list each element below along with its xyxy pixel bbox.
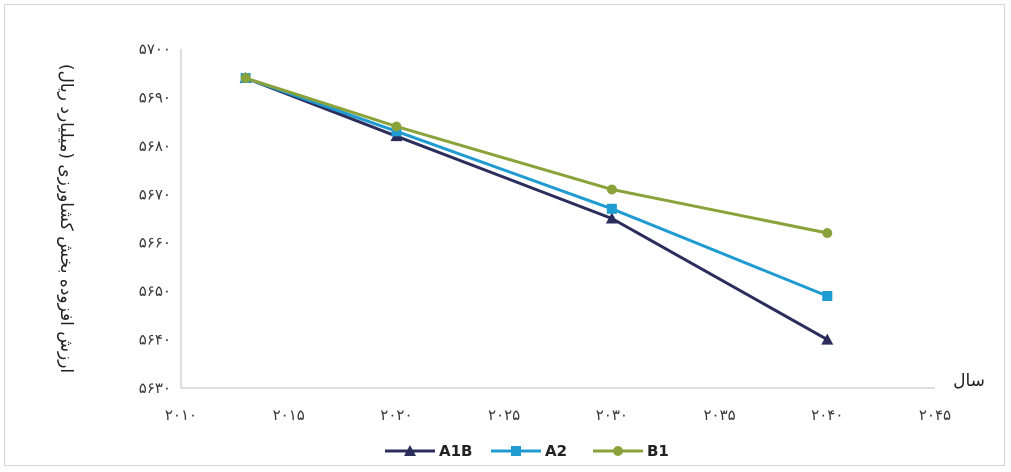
x-tick-label: ۲۰۳۰ xyxy=(596,406,628,424)
y-axis-title: ارزش افزوده بخش کشاورزی (میلیارد ریال) xyxy=(56,64,76,373)
x-tick-label: ۲۰۳۵ xyxy=(703,406,735,424)
x-axis-title: سال xyxy=(953,371,985,391)
y-tick-label: ۵۶۴۰ xyxy=(139,331,171,349)
data-point xyxy=(606,184,617,195)
data-point xyxy=(511,446,521,456)
y-tick-label: ۵۶۸۰ xyxy=(139,137,171,155)
data-point xyxy=(605,212,618,224)
data-point xyxy=(391,121,402,132)
series-layer xyxy=(239,72,834,345)
chart-axes xyxy=(180,49,935,389)
x-tick-label: ۲۰۴۵ xyxy=(919,406,951,424)
series-b1 xyxy=(240,73,833,239)
data-point xyxy=(822,228,833,239)
legend-item-a1b: A1B xyxy=(385,442,472,460)
legend-label: A1B xyxy=(439,442,472,460)
chart-frame: ۵۶۳۰ ۵۶۴۰ ۵۶۵۰ ۵۶۶۰ ۵۶۷۰ ۵۶۸۰ ۵۶۹۰ ۵۷۰۰ ۲۰۱۰ ۲۰۱… xyxy=(4,4,1005,466)
x-tick-label: ۲۰۴۰ xyxy=(811,406,843,424)
y-tick-label: ۵۶۶۰ xyxy=(139,234,171,252)
x-tick-label: ۲۰۱۵ xyxy=(273,406,305,424)
legend-item-b1: B1 xyxy=(593,442,669,460)
series-a2 xyxy=(240,73,833,301)
series-line xyxy=(245,76,828,235)
y-tick-labels: ۵۶۳۰ ۵۶۴۰ ۵۶۵۰ ۵۶۶۰ ۵۶۷۰ ۵۶۸۰ ۵۶۹۰ ۵۷۰۰ xyxy=(139,40,171,397)
data-point xyxy=(822,290,833,301)
data-point xyxy=(404,445,416,456)
y-tick-label: ۵۶۹۰ xyxy=(139,88,171,106)
x-tick-label: ۲۰۱۰ xyxy=(165,406,197,424)
x-tick-labels: ۲۰۱۰ ۲۰۱۵ ۲۰۲۰ ۲۰۲۵ ۲۰۳۰ ۲۰۳۵ ۲۰۴۰ ۲۰۴۵ xyxy=(165,406,951,424)
data-point xyxy=(606,203,617,214)
data-point xyxy=(821,333,834,345)
data-point xyxy=(240,73,251,84)
series-line xyxy=(245,76,829,341)
legend-label: A2 xyxy=(545,442,567,460)
legend: A1B A2 B1 xyxy=(385,442,669,460)
y-tick-label: ۵۷۰۰ xyxy=(139,40,171,58)
x-tick-label: ۲۰۲۰ xyxy=(380,406,412,424)
data-point xyxy=(613,446,623,456)
legend-item-a2: A2 xyxy=(491,442,567,460)
y-tick-label: ۵۶۷۰ xyxy=(139,185,171,203)
x-tick-label: ۲۰۲۵ xyxy=(488,406,520,424)
y-tick-label: ۵۶۵۰ xyxy=(139,282,171,300)
series-line xyxy=(245,76,828,298)
series-a1b xyxy=(239,72,834,345)
y-tick-label: ۵۶۳۰ xyxy=(139,379,171,397)
legend-label: B1 xyxy=(647,442,669,460)
